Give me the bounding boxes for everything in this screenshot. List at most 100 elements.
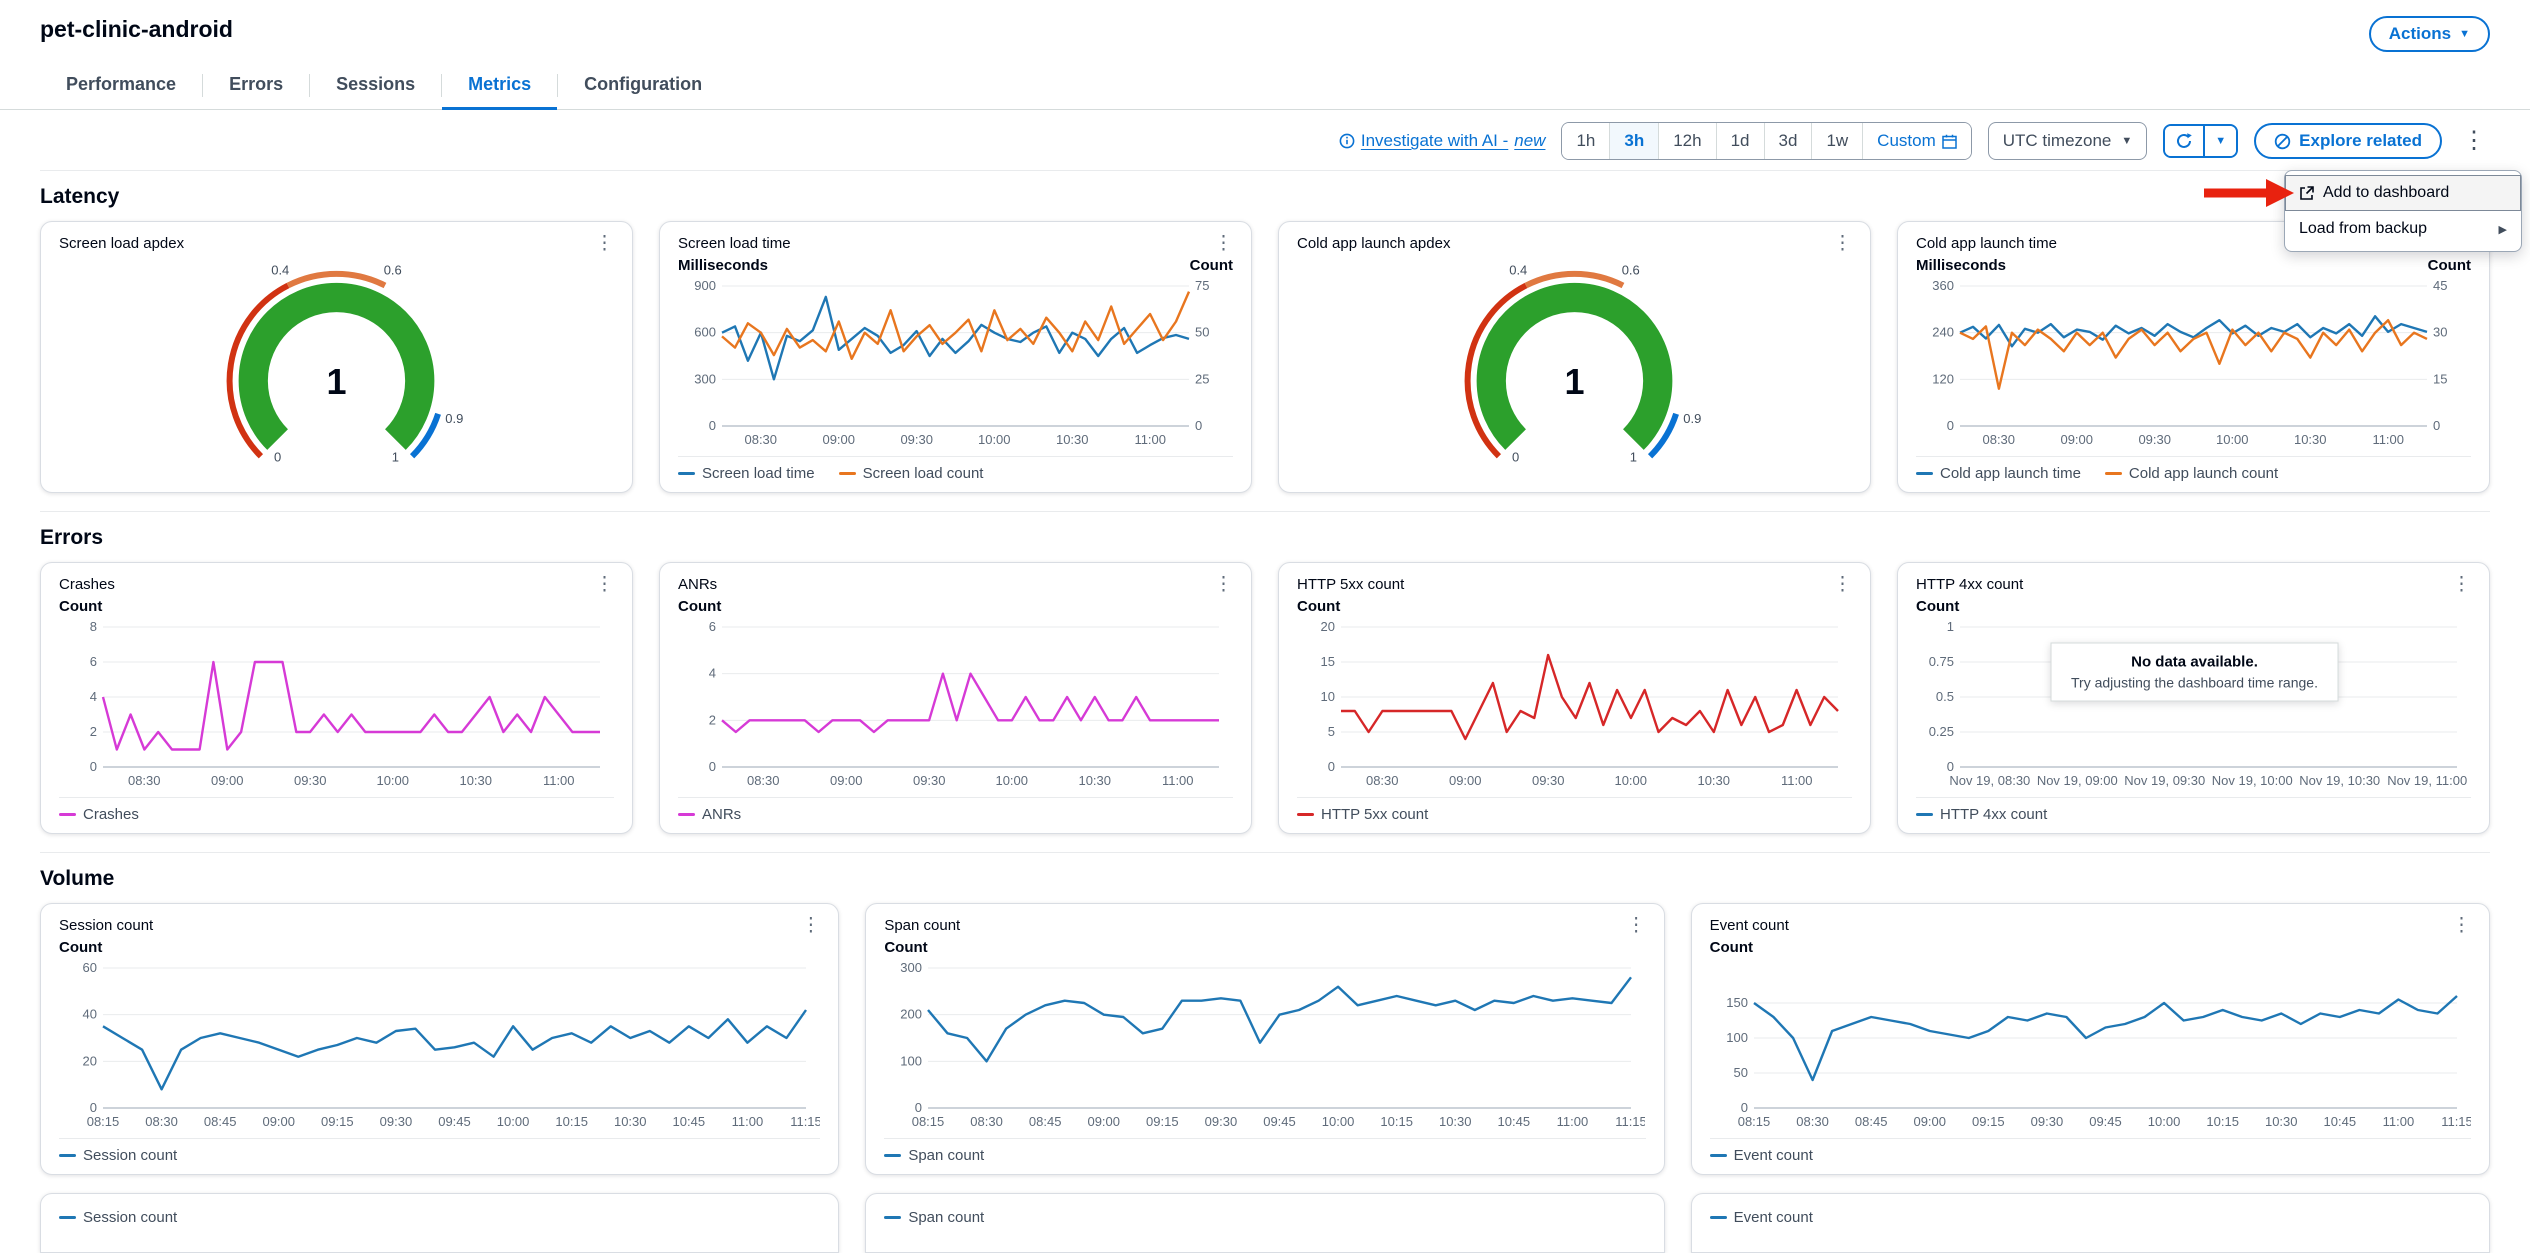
legend-swatch <box>884 1216 902 1219</box>
chevron-down-icon: ▼ <box>2459 28 2470 40</box>
card-kebab-menu-button[interactable]: ⋮ <box>2452 574 2471 595</box>
investigate-with-ai-link[interactable]: Investigate with AI - new <box>1339 131 1545 151</box>
legend-item[interactable]: Cold app launch count <box>2104 465 2278 482</box>
svg-text:0.4: 0.4 <box>1509 262 1527 277</box>
svg-text:10:30: 10:30 <box>1056 432 1089 447</box>
legend-item[interactable]: Crashes <box>59 806 139 823</box>
svg-text:09:15: 09:15 <box>1146 1114 1179 1129</box>
range-1h-button[interactable]: 1h <box>1562 123 1610 159</box>
svg-text:09:15: 09:15 <box>321 1114 354 1129</box>
range-1d-button[interactable]: 1d <box>1715 123 1764 159</box>
range-1w-button[interactable]: 1w <box>1811 123 1863 159</box>
chevron-right-icon: ▶ <box>2498 223 2507 236</box>
chart-legend: HTTP 4xx count <box>1916 797 2471 823</box>
left-axis-title: Count <box>1297 598 1341 615</box>
legend-item[interactable]: Span count <box>884 1147 984 1164</box>
svg-text:10:00: 10:00 <box>2147 1114 2180 1129</box>
svg-text:0: 0 <box>709 418 716 433</box>
legend-item[interactable]: HTTP 5xx count <box>1297 806 1428 823</box>
tab-errors[interactable]: Errors <box>203 62 309 110</box>
line-chart[interactable]: 0 2 4 6 8 08:30 09:00 09:30 10:00 10:30 11:00 <box>59 615 614 791</box>
svg-text:10:15: 10:15 <box>2206 1114 2239 1129</box>
menu-item-load-from-backup[interactable]: Load from backup ▶ <box>2299 220 2507 237</box>
svg-text:09:30: 09:30 <box>913 773 946 788</box>
svg-text:11:15: 11:15 <box>1616 1114 1646 1129</box>
card-kebab-menu-button[interactable]: ⋮ <box>1214 233 1233 254</box>
custom-range-button[interactable]: Custom <box>1862 123 1971 159</box>
svg-text:0.6: 0.6 <box>1622 262 1640 277</box>
range-3h-button[interactable]: 3h <box>1609 123 1659 159</box>
tab-performance[interactable]: Performance <box>40 62 202 110</box>
svg-text:60: 60 <box>83 960 97 975</box>
legend-item[interactable]: Session count <box>59 1209 177 1226</box>
svg-text:0: 0 <box>1512 450 1519 465</box>
line-chart[interactable]: 0 300 600 900 0 25 50 75 08:30 09:00 09:30 10:00 10:… <box>678 274 1233 450</box>
actions-button[interactable]: Actions ▼ <box>2368 16 2490 52</box>
card-kebab-menu-button[interactable]: ⋮ <box>1626 915 1646 936</box>
explore-related-icon <box>2274 133 2291 149</box>
menu-item-add-to-dashboard[interactable]: Add to dashboard <box>2285 175 2521 211</box>
svg-text:150: 150 <box>1726 995 1748 1010</box>
apdex-gauge: 0.4 0.6 0.9 0 1 1 <box>59 257 614 482</box>
svg-text:10:00: 10:00 <box>376 773 409 788</box>
card-kebab-menu-button[interactable]: ⋮ <box>1214 574 1233 595</box>
card-kebab-menu-button[interactable]: ⋮ <box>2451 915 2471 936</box>
card-kebab-menu-button[interactable]: ⋮ <box>801 915 821 936</box>
svg-text:Nov 19, 10:00: Nov 19, 10:00 <box>2212 773 2293 788</box>
timezone-select[interactable]: UTC timezone ▼ <box>1987 122 2148 160</box>
line-chart[interactable]: 0 0.25 0.5 0.75 1 Nov 19, 08:30 Nov 19, 09:00 N… <box>1916 615 2471 791</box>
line-chart[interactable]: 0 120 240 360 0 15 30 45 08:30 09:00 09:30 10:00 10:… <box>1916 274 2471 450</box>
legend-item[interactable]: Screen load count <box>838 465 983 482</box>
card-cold-app-launch-time: Cold app launch time ⋮ Milliseconds Coun… <box>1897 221 2490 493</box>
line-chart[interactable]: 0 50 100 150 08:15 08:30 08:45 09:00 09:15 09:30 0… <box>1710 956 2472 1132</box>
card-http-4xx-count: HTTP 4xx count ⋮ Count 0 0.25 0.5 0.75 1 Nov … <box>1897 562 2490 834</box>
card-kebab-menu-button[interactable]: ⋮ <box>1833 574 1852 595</box>
legend-item[interactable]: ANRs <box>678 806 741 823</box>
svg-text:10:30: 10:30 <box>1439 1114 1472 1129</box>
svg-text:0: 0 <box>90 1100 97 1115</box>
left-axis-title: Count <box>1709 939 1753 956</box>
svg-text:08:30: 08:30 <box>747 773 780 788</box>
legend-item[interactable]: Screen load time <box>678 465 815 482</box>
legend-swatch <box>1709 1154 1727 1157</box>
legend-item[interactable]: Event count <box>1709 1147 1813 1164</box>
toolbar-kebab-menu-button[interactable]: ⋮ <box>2458 125 2490 157</box>
svg-text:11:00: 11:00 <box>2382 1114 2414 1129</box>
card-span-count: Span count ⋮ Count 0 100 200 300 08:15 08:30 0… <box>865 903 1665 1175</box>
section-errors: Errors Crashes ⋮ Count 0 2 4 6 8 08:30 09:00 09… <box>40 511 2490 834</box>
tab-sessions[interactable]: Sessions <box>310 62 441 110</box>
card-kebab-menu-button[interactable]: ⋮ <box>1833 233 1852 254</box>
chart-legend: Event count <box>1709 1138 2471 1164</box>
card-kebab-menu-button[interactable]: ⋮ <box>595 574 614 595</box>
left-axis-title: Milliseconds <box>1916 257 2007 274</box>
svg-text:09:00: 09:00 <box>1913 1114 1946 1129</box>
legend-swatch <box>1916 813 1933 816</box>
line-chart[interactable]: 0 5 10 15 20 08:30 09:00 09:30 10:00 10:30 11:00 <box>1297 615 1852 791</box>
chart-legend: Cold app launch time Cold app launch cou… <box>1916 456 2471 482</box>
line-chart[interactable]: 0 20 40 60 08:15 08:30 08:45 09:00 09:15 09:30 09:… <box>59 956 822 1132</box>
card-kebab-menu-button[interactable]: ⋮ <box>595 233 614 254</box>
chevron-down-icon: ▼ <box>2215 135 2227 147</box>
tab-configuration[interactable]: Configuration <box>558 62 728 110</box>
legend-item[interactable]: Span count <box>884 1209 984 1226</box>
svg-text:10:45: 10:45 <box>673 1114 706 1129</box>
legend-item[interactable]: Cold app launch time <box>1916 465 2081 482</box>
legend-swatch <box>2104 472 2122 475</box>
svg-text:09:30: 09:30 <box>900 432 933 447</box>
chart-legend: Crashes <box>59 797 614 823</box>
legend-item[interactable]: Session count <box>59 1147 177 1164</box>
left-axis-title: Count <box>59 598 103 615</box>
line-chart[interactable]: 0 100 200 300 08:15 08:30 08:45 09:00 09:15 09:30… <box>884 956 1647 1132</box>
explore-related-button[interactable]: Explore related <box>2254 123 2442 159</box>
refresh-button[interactable] <box>2165 126 2204 156</box>
legend-item[interactable]: HTTP 4xx count <box>1916 806 2047 823</box>
svg-text:0: 0 <box>915 1100 922 1115</box>
legend-item[interactable]: Event count <box>1709 1209 1813 1226</box>
line-chart[interactable]: 0 2 4 6 08:30 09:00 09:30 10:00 10:30 11:00 <box>678 615 1233 791</box>
range-12h-button[interactable]: 12h <box>1658 123 1716 159</box>
range-3d-button[interactable]: 3d <box>1763 123 1812 159</box>
tab-metrics[interactable]: Metrics <box>442 62 558 110</box>
svg-text:0: 0 <box>1740 1100 1747 1115</box>
card-screen-load-apdex: Screen load apdex ⋮ 0.4 0.6 0.9 0 1 1 <box>40 221 633 493</box>
refresh-options-button[interactable]: ▼ <box>2205 126 2237 156</box>
